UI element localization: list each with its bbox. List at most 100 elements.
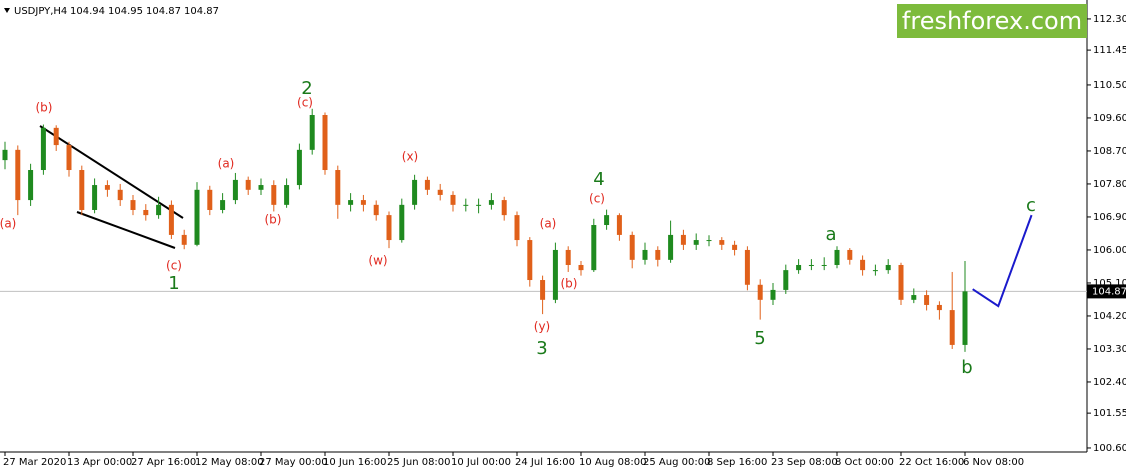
candle-body <box>220 200 226 210</box>
wave-label: 4 <box>593 169 604 190</box>
candle-body <box>117 189 123 201</box>
x-tick-label: 6 Nov 08:00 <box>963 457 1024 468</box>
candle-body <box>476 204 482 206</box>
candle-body <box>936 304 942 311</box>
x-tick-label: 25 Jun 08:00 <box>387 457 451 468</box>
candle-body <box>885 264 891 271</box>
candle-body <box>744 249 750 285</box>
candle-body <box>348 200 354 205</box>
y-tick-label: 102.40 <box>1093 377 1126 388</box>
y-tick-label: 108.70 <box>1093 146 1126 157</box>
candle-body <box>143 209 149 216</box>
candle-body <box>194 189 200 245</box>
logo-text: freshforex.com <box>902 7 1082 35</box>
candle-body <box>437 189 443 195</box>
candle-body <box>655 249 661 260</box>
candle-body <box>373 204 379 216</box>
x-tick-label: 8 Oct 00:00 <box>835 457 894 468</box>
candle-body <box>322 115 328 171</box>
current-price-tag <box>1087 284 1126 299</box>
wave-label: a <box>825 224 836 245</box>
candle-body <box>335 170 341 205</box>
symbol-label: USDJPY,H4 <box>14 6 67 17</box>
candle-body <box>296 149 302 186</box>
candle-body <box>898 264 904 300</box>
candle-body <box>552 249 558 300</box>
y-tick-label: 107.80 <box>1093 179 1126 190</box>
candle-body <box>245 179 251 190</box>
wave-label: b <box>961 357 972 378</box>
candle-body <box>796 264 802 271</box>
wave-label: 3 <box>536 338 547 359</box>
x-tick-label: 10 Jul 00:00 <box>451 457 511 468</box>
candle-body <box>412 179 418 205</box>
y-tick-label: 100.60 <box>1093 443 1126 454</box>
candle-body <box>962 291 968 345</box>
candle-body <box>79 170 85 210</box>
wave-label: (b) <box>561 277 578 291</box>
y-tick-label: 111.45 <box>1093 45 1126 56</box>
wave-label: c <box>1026 195 1036 216</box>
candle-body <box>642 249 648 260</box>
y-tick-label: 110.50 <box>1093 80 1126 91</box>
candle-body <box>949 310 955 345</box>
x-tick-label: 10 Jun 16:00 <box>323 457 387 468</box>
candle-body <box>616 215 622 235</box>
candle-body <box>130 200 136 210</box>
candle-body <box>360 200 366 205</box>
x-tick-label: 27 May 00:00 <box>259 457 328 468</box>
candle-body <box>808 264 814 266</box>
ohlc-open: 104.94 <box>70 6 105 17</box>
candle-body <box>92 185 98 210</box>
candle-body <box>40 127 46 171</box>
wave-label: 5 <box>754 328 765 349</box>
candle-body <box>168 204 174 235</box>
candle-body <box>514 215 520 241</box>
trend-line-lower <box>76 211 176 249</box>
wave-label: (c) <box>166 259 182 273</box>
x-tick-label: 13 Apr 00:00 <box>67 457 132 468</box>
y-tick-label: 103.30 <box>1093 344 1126 355</box>
candle-body <box>693 240 699 245</box>
x-tick-label: 12 May 08:00 <box>195 457 264 468</box>
candle-body <box>156 204 162 216</box>
y-tick-label: 104.20 <box>1093 311 1126 322</box>
candle-body <box>309 115 315 150</box>
candle-body <box>181 234 187 245</box>
wave-label: (y) <box>534 320 550 334</box>
ohlc-low: 104.87 <box>146 6 181 17</box>
ohlc-high: 104.95 <box>108 6 143 17</box>
candle-body <box>284 185 290 205</box>
menu-arrow <box>4 8 10 13</box>
candle-body <box>463 204 469 206</box>
candle-body <box>821 264 827 266</box>
x-tick-label: 23 Sep 08:00 <box>771 457 838 468</box>
wave-label: (w) <box>368 254 387 268</box>
candle-body <box>424 179 430 190</box>
x-tick-label: 27 Apr 16:00 <box>131 457 196 468</box>
candle-body <box>629 234 635 260</box>
wave-label: (b) <box>265 213 282 227</box>
wave-label: (a) <box>0 217 16 231</box>
candle-body <box>757 284 763 300</box>
ohlc-close: 104.87 <box>184 6 219 17</box>
current-price-label: 104.87 <box>1092 286 1126 297</box>
candle-body <box>578 264 584 271</box>
candle-body <box>207 189 213 210</box>
y-tick-label: 106.90 <box>1093 212 1126 223</box>
candle-body <box>770 289 776 300</box>
candle-body <box>2 149 8 161</box>
x-tick-label: 10 Aug 08:00 <box>579 457 646 468</box>
candle-body <box>15 149 21 201</box>
candle-body <box>706 240 712 242</box>
candle-body <box>591 225 597 271</box>
candle-body <box>719 240 725 245</box>
y-tick-label: 109.60 <box>1093 113 1126 124</box>
candle-body <box>668 234 674 260</box>
wave-label: (a) <box>218 157 235 171</box>
wave-label: (b) <box>36 101 53 115</box>
candle-body <box>834 249 840 265</box>
x-tick-label: 8 Sep 16:00 <box>707 457 767 468</box>
candle-body <box>258 185 264 190</box>
